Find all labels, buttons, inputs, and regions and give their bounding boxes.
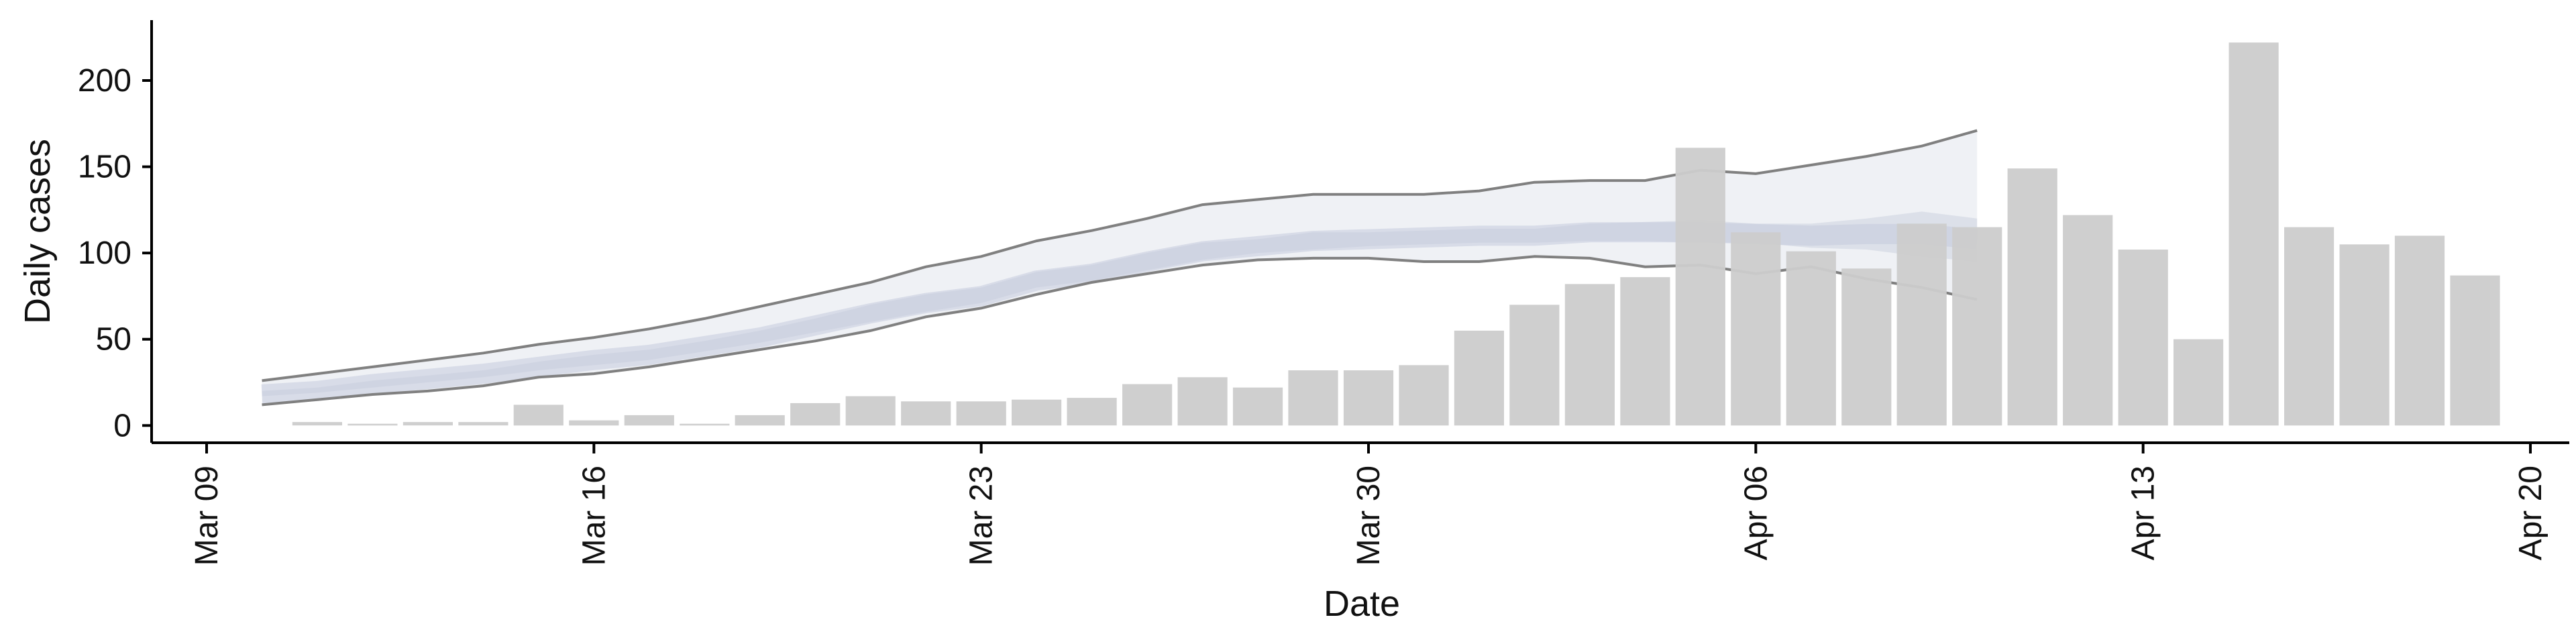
bar [680, 423, 730, 426]
bar [790, 402, 841, 426]
bar [1454, 330, 1504, 426]
bar [402, 422, 453, 426]
bar [624, 415, 674, 426]
bar [1731, 232, 1781, 426]
bar [458, 422, 508, 426]
x-tick-label: Apr 13 [2126, 466, 2161, 560]
bar [735, 415, 785, 426]
bar [956, 401, 1006, 426]
bar [2284, 227, 2334, 426]
bar [2229, 42, 2279, 426]
x-tick-label: Apr 20 [2513, 466, 2548, 560]
bar [1012, 399, 1062, 426]
bar [1288, 370, 1338, 426]
x-tick-label: Mar 23 [964, 466, 1000, 566]
y-tick-label: 150 [78, 150, 131, 185]
x-tick-label: Mar 30 [1351, 466, 1387, 566]
bar [1509, 305, 1560, 426]
bar [1343, 370, 1394, 426]
y-tick-label: 50 [96, 322, 131, 358]
x-tick-label: Mar 16 [576, 466, 612, 566]
bar [1896, 223, 1947, 426]
bar [2063, 215, 2113, 426]
bar [1620, 277, 1670, 426]
bar [845, 396, 896, 426]
bar [1399, 365, 1449, 426]
bar [1675, 148, 1725, 426]
y-tick-label: 200 [78, 63, 131, 99]
bar [513, 405, 564, 426]
bar [1067, 398, 1117, 426]
bars-layer [292, 42, 2500, 426]
bar [901, 401, 951, 426]
y-tick-label: 100 [78, 235, 131, 271]
x-tick-label: Mar 09 [189, 466, 225, 566]
axes-layer: 0 50 100 150 200 Mar 09 Mar 16 Mar 23 Mar 30 Apr … [78, 20, 2569, 566]
y-tick-label: 0 [113, 408, 131, 443]
bar [1177, 377, 1228, 426]
bar [1786, 251, 1836, 426]
bar [2450, 275, 2500, 426]
bar [569, 420, 619, 426]
bar [2118, 250, 2168, 426]
bar [2394, 235, 2445, 426]
bar [347, 423, 398, 426]
bar [1952, 227, 2002, 426]
bar [2007, 168, 2057, 426]
bar [2339, 244, 2390, 426]
bar [1841, 268, 1892, 426]
bar [1564, 284, 1615, 426]
x-tick-label: Apr 06 [1738, 466, 1774, 560]
x-axis-label: Date [1324, 584, 1400, 624]
y-axis-label: Daily cases [17, 139, 58, 324]
bar [2174, 339, 2224, 426]
bar [1122, 384, 1173, 426]
bar [1232, 387, 1283, 426]
bar [292, 422, 342, 426]
